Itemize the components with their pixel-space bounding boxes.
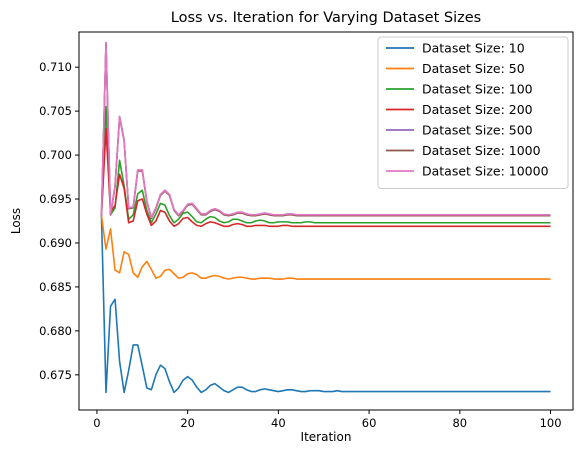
- legend-label: Dataset Size: 200: [422, 102, 533, 117]
- legend-label: Dataset Size: 100: [422, 82, 533, 97]
- y-tick-label: 0.680: [39, 324, 72, 338]
- y-tick-label: 0.700: [39, 148, 72, 162]
- y-tick-label: 0.675: [39, 368, 72, 382]
- y-tick-label: 0.685: [39, 280, 72, 294]
- y-tick-label: 0.690: [39, 236, 72, 250]
- x-tick-label: 100: [540, 416, 562, 430]
- chart-title: Loss vs. Iteration for Varying Dataset S…: [171, 10, 481, 26]
- legend-label: Dataset Size: 500: [422, 123, 533, 138]
- legend-box: [377, 36, 569, 189]
- legend-label: Dataset Size: 10000: [422, 164, 549, 179]
- x-tick-label: 80: [452, 416, 467, 430]
- x-tick-label: 0: [93, 416, 100, 430]
- legend-label: Dataset Size: 1000: [422, 143, 541, 158]
- x-axis-label: Iteration: [301, 430, 352, 444]
- series-line-6: [100, 42, 551, 219]
- y-tick-label: 0.695: [39, 192, 72, 206]
- legend-label: Dataset Size: 50: [422, 61, 525, 76]
- y-tick-label: 0.705: [39, 104, 72, 118]
- y-axis: 0.675 0.680 0.685 0.690 0.695 0.700 0.705 0.710: [39, 60, 79, 382]
- x-tick-label: 20: [180, 416, 195, 430]
- axes-frame: [78, 31, 574, 411]
- y-axis-label: Loss: [9, 208, 23, 234]
- series-line-1: [100, 215, 551, 280]
- series-line-2: [100, 105, 551, 224]
- series-line-0: [100, 215, 551, 394]
- legend: Dataset Size: 10 Dataset Size: 50 Dataset …: [377, 36, 569, 189]
- x-tick-label: 40: [271, 416, 286, 430]
- legend-label: Dataset Size: 10: [422, 41, 525, 56]
- series-line-3: [100, 127, 551, 228]
- plot-area: [78, 31, 574, 411]
- x-axis: 0 20 40 60 80 100: [93, 410, 562, 430]
- series-layer: [100, 41, 551, 394]
- x-tick-label: 60: [362, 416, 377, 430]
- y-tick-label: 0.710: [39, 60, 72, 74]
